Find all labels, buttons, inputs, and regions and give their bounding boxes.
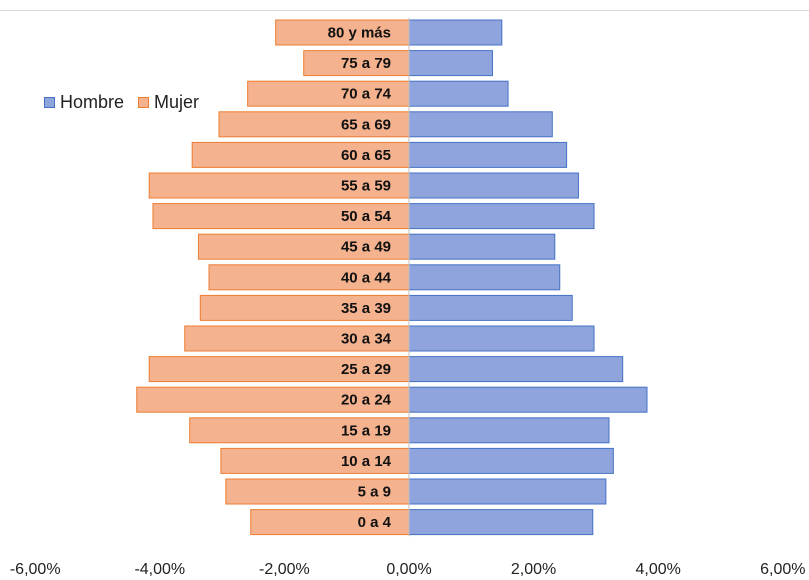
x-tick-label-6: 6,00% [760, 561, 805, 578]
bar-hombre-75-a-79 [408, 50, 493, 77]
category-label-20-a-24: 20 a 24 [341, 392, 392, 409]
category-label-55-a-59: 55 a 59 [341, 178, 391, 195]
bar-hombre-10-a-14 [408, 447, 614, 474]
legend-swatch-mujer [138, 97, 150, 108]
bar-hombre-80-y-más [408, 19, 503, 46]
bar-mujer-5-a-9 [225, 478, 410, 505]
bar-hombre-70-a-74 [408, 80, 509, 107]
legend-item-hombre: Hombre [44, 92, 124, 113]
bar-hombre-25-a-29 [408, 356, 624, 383]
category-label-25-a-29: 25 a 29 [341, 361, 391, 378]
category-label-45-a-49: 45 a 49 [341, 239, 391, 256]
bar-mujer-35-a-39 [199, 294, 410, 321]
bar-mujer-40-a-44 [208, 264, 410, 291]
top-border-line [0, 10, 809, 11]
bar-hombre-55-a-59 [408, 172, 579, 199]
x-tick-label-4: 2,00% [511, 561, 556, 578]
x-tick-label-1: -4,00% [134, 561, 185, 578]
bar-mujer-45-a-49 [197, 233, 410, 260]
bar-mujer-30-a-34 [184, 325, 410, 352]
legend: Hombre Mujer [44, 92, 213, 113]
x-tick-label-3: 0,00% [386, 561, 431, 578]
bar-mujer-20-a-24 [136, 386, 410, 413]
category-label-70-a-74: 70 a 74 [341, 86, 392, 103]
bar-hombre-60-a-65 [408, 141, 568, 168]
category-label-60-a-65: 60 a 65 [341, 147, 391, 164]
legend-label-mujer: Mujer [154, 92, 200, 112]
bar-mujer-60-a-65 [191, 141, 410, 168]
x-tick-label-5: 4,00% [636, 561, 681, 578]
x-tick-label-0: -6,00% [10, 561, 61, 578]
category-label-35-a-39: 35 a 39 [341, 300, 391, 317]
category-label-65-a-69: 65 a 69 [341, 116, 391, 133]
bar-mujer-80-y-más [275, 19, 410, 46]
bar-hombre-5-a-9 [408, 478, 607, 505]
bar-mujer-55-a-59 [148, 172, 410, 199]
bar-hombre-0-a-4 [408, 509, 594, 536]
legend-label-hombre: Hombre [60, 92, 125, 112]
category-label-40-a-44: 40 a 44 [341, 269, 392, 286]
bar-mujer-25-a-29 [148, 356, 410, 383]
bar-hombre-20-a-24 [408, 386, 648, 413]
bar-mujer-75-a-79 [303, 50, 410, 77]
bar-hombre-35-a-39 [408, 294, 573, 321]
bar-mujer-65-a-69 [218, 111, 410, 138]
legend-swatch-hombre [44, 97, 55, 108]
bar-hombre-65-a-69 [408, 111, 553, 138]
category-label-30-a-34: 30 a 34 [341, 331, 392, 348]
bar-hombre-30-a-34 [408, 325, 595, 352]
bar-hombre-15-a-19 [408, 417, 610, 444]
category-label-75-a-79: 75 a 79 [341, 55, 391, 72]
x-tick-label-2: -2,00% [259, 561, 310, 578]
category-label-0-a-4: 0 a 4 [358, 514, 392, 531]
category-label-80-y-más: 80 y más [328, 25, 391, 42]
category-label-10-a-14: 10 a 14 [341, 453, 392, 470]
bar-mujer-10-a-14 [220, 447, 410, 474]
category-label-50-a-54: 50 a 54 [341, 208, 392, 225]
bar-hombre-45-a-49 [408, 233, 556, 260]
legend-item-mujer: Mujer [138, 92, 199, 113]
category-label-15-a-19: 15 a 19 [341, 422, 391, 439]
bar-hombre-50-a-54 [408, 203, 595, 230]
bar-mujer-0-a-4 [250, 509, 410, 536]
category-label-5-a-9: 5 a 9 [358, 484, 391, 501]
bar-hombre-40-a-44 [408, 264, 561, 291]
